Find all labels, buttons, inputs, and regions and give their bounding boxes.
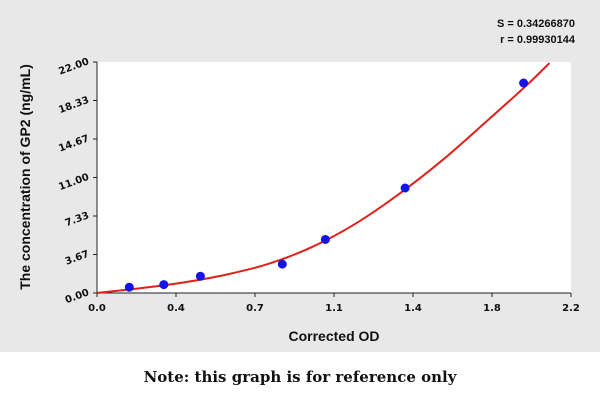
plot-area <box>97 62 571 293</box>
y-tick-label: 3.67 <box>64 249 91 268</box>
data-point <box>277 259 287 269</box>
x-tick-label: 1.1 <box>325 303 343 314</box>
data-point <box>400 183 410 193</box>
data-point <box>159 280 169 290</box>
x-tick-label: 1.4 <box>404 303 422 314</box>
y-tick-label: 22.00 <box>57 56 91 77</box>
y-tick-label: 11.00 <box>57 172 91 193</box>
data-point <box>124 282 134 292</box>
data-point <box>519 78 529 88</box>
stat-s: S = 0.34266870 <box>497 18 575 30</box>
y-tick-label: 14.67 <box>57 133 91 154</box>
chart-panel: 0.0 0.4 0.7 1.1 1.4 1.8 2.2 0.00 3.67 7.33 11.00 14… <box>0 0 600 352</box>
x-tick-label: 2.2 <box>562 303 580 314</box>
x-tick-label: 1.8 <box>483 303 501 314</box>
standard-curve-chart: 0.0 0.4 0.7 1.1 1.4 1.8 2.2 0.00 3.67 7.33 11.00 14… <box>17 18 580 344</box>
x-tick-label: 0.0 <box>88 303 106 314</box>
x-tick-label: 0.7 <box>246 303 264 314</box>
stat-r: r = 0.99930144 <box>500 34 576 46</box>
y-tick-label: 18.33 <box>57 95 91 116</box>
y-axis-title: The concentration of GP2 (ng/mL) <box>17 64 33 290</box>
reference-note: Note: this graph is for reference only <box>143 368 457 386</box>
x-tick-label: 0.4 <box>167 303 185 314</box>
y-tick-label: 7.33 <box>64 210 91 229</box>
fit-curve <box>96 62 551 294</box>
data-point <box>320 234 330 244</box>
x-axis-title: Corrected OD <box>288 328 379 344</box>
data-points <box>124 78 529 292</box>
data-point <box>195 271 205 281</box>
y-tick-label: 0.00 <box>64 287 91 306</box>
